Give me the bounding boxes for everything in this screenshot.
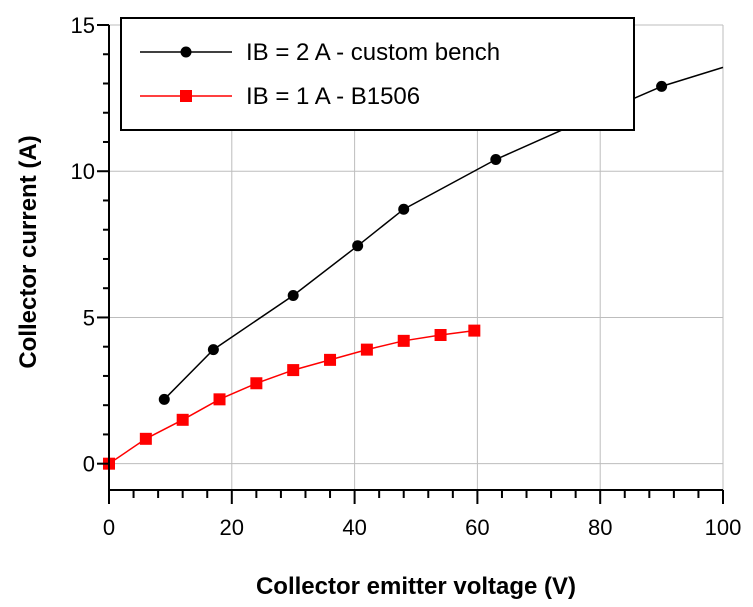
series-0-point-0 — [158, 393, 170, 405]
series-0-point-4 — [398, 203, 410, 215]
x-tick-label-3: 60 — [465, 515, 489, 540]
series-0-point-5 — [490, 154, 502, 166]
series-1-point-4 — [250, 377, 263, 390]
series-1-point-5 — [287, 364, 300, 377]
series-1-point-9 — [434, 329, 447, 341]
x-tick-label-1: 20 — [220, 515, 244, 540]
series-1-point-7 — [360, 343, 373, 356]
y-tick-labels: 0 5 10 15 — [71, 13, 95, 477]
y-axis-title: Collector current (A) — [15, 135, 42, 368]
series-1-point-8 — [397, 334, 410, 347]
x-axis-title: Collector emitter voltage (V) — [256, 573, 576, 600]
legend: IB = 2 A - custom bench IB = 1 A - B1506 — [120, 17, 635, 131]
x-ticks — [108, 490, 724, 504]
legend-box — [120, 17, 635, 131]
x-tick-label-0: 0 — [103, 515, 115, 540]
series-markers — [103, 80, 668, 470]
series-1-point-2 — [176, 413, 189, 426]
x-tick-label-4: 80 — [588, 515, 612, 540]
y-tick-label-1: 5 — [83, 305, 95, 330]
x-tick-label-2: 40 — [342, 515, 366, 540]
series-1-point-3 — [213, 393, 226, 406]
x-tick-labels: 0 20 40 60 80 100 — [103, 515, 741, 540]
series-1-point-10 — [468, 324, 481, 337]
x-tick-label-5: 100 — [705, 515, 742, 540]
series-0-point-2 — [287, 290, 299, 302]
series-1-point-1 — [139, 432, 152, 445]
y-tick-label-0: 0 — [83, 452, 95, 477]
legend-marker-1 — [180, 46, 192, 58]
series-0-point-3 — [352, 240, 364, 252]
series-1-point-6 — [324, 353, 337, 366]
legend-label-1: IB = 2 A - custom bench — [246, 39, 500, 66]
y-tick-label-2: 10 — [71, 159, 95, 184]
series-0-point-7 — [656, 80, 668, 92]
legend-marker-2 — [180, 90, 192, 102]
legend-label-2: IB = 1 A - B1506 — [246, 83, 420, 110]
y-tick-label-3: 15 — [71, 13, 95, 38]
y-ticks — [97, 24, 109, 465]
series-0-point-1 — [207, 344, 219, 356]
series-line-extension-0 — [661, 66, 724, 88]
